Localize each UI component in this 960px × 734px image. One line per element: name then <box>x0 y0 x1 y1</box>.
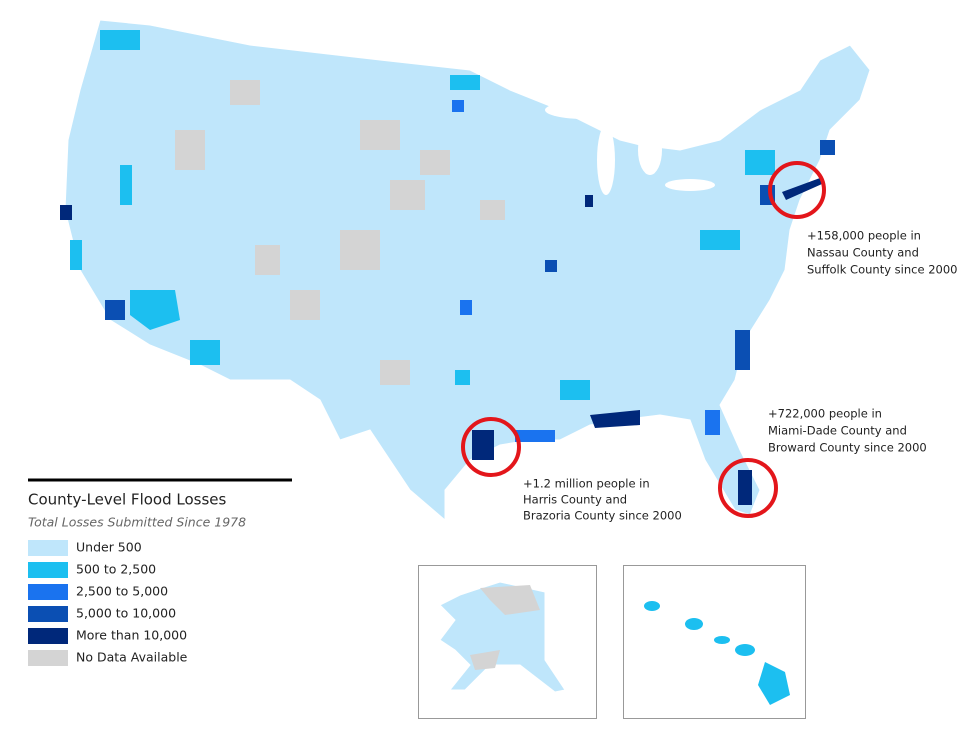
county-area <box>745 150 775 175</box>
county-area <box>700 230 740 250</box>
no-data-area <box>380 360 410 385</box>
legend-swatch <box>28 540 68 556</box>
legend-swatch <box>28 584 68 600</box>
annotation-line: Miami-Dade County and <box>768 424 907 438</box>
county-area <box>450 75 480 90</box>
legend-label: 2,500 to 5,000 <box>76 584 168 599</box>
island <box>685 618 703 630</box>
county-area <box>452 100 464 112</box>
annotation-line: Nassau County and <box>807 246 919 260</box>
no-data-area <box>175 130 205 170</box>
county-area <box>705 410 720 435</box>
lake-michigan <box>597 125 615 195</box>
county-area <box>545 260 557 272</box>
lake-huron <box>638 125 662 175</box>
legend-swatch <box>28 650 68 666</box>
county-area <box>782 178 822 200</box>
county-area <box>100 30 140 50</box>
annotation-line: +158,000 people in <box>807 229 921 243</box>
annotation: +1.2 million people in Harris County and… <box>523 477 682 523</box>
no-data-area <box>480 585 540 615</box>
annotation-line: +1.2 million people in <box>523 477 650 491</box>
contiguous-us <box>60 19 871 522</box>
highlight-circle <box>461 417 521 477</box>
highlight-circles <box>461 161 826 518</box>
no-data-area <box>230 80 260 105</box>
highlight-circle <box>768 161 826 219</box>
island <box>644 601 660 611</box>
annotation: +158,000 people in Nassau County and Suf… <box>807 229 957 277</box>
no-data-area <box>480 200 505 220</box>
county-area <box>130 290 180 330</box>
annotation-line: Broward County since 2000 <box>768 441 927 455</box>
legend-swatch <box>28 562 68 578</box>
us-landmass <box>64 19 871 522</box>
county-area <box>105 300 125 320</box>
county-area <box>738 470 752 505</box>
lake-erie <box>665 179 715 191</box>
no-data-area <box>255 245 280 275</box>
county-area <box>60 205 72 220</box>
no-data-areas <box>175 80 505 385</box>
no-data-area <box>390 180 425 210</box>
legend-label: More than 10,000 <box>76 628 187 643</box>
island <box>735 644 755 656</box>
no-data-area <box>420 150 450 175</box>
county-area <box>560 380 590 400</box>
legend-label: Under 500 <box>76 540 142 555</box>
hawaii-islands <box>644 601 790 705</box>
legend-title: County-Level Flood Losses <box>28 491 227 509</box>
county-area <box>472 430 494 460</box>
annotation: +722,000 people in Miami-Dade County and… <box>768 407 927 455</box>
hawaii-inset <box>623 565 806 719</box>
county-area <box>585 195 593 207</box>
county-area <box>190 340 220 365</box>
county-area <box>70 240 82 270</box>
annotation-line: +722,000 people in <box>768 407 882 421</box>
no-data-area <box>470 650 500 670</box>
lake-superior <box>545 101 625 119</box>
county-area <box>820 140 835 155</box>
annotation-line: Brazoria County since 2000 <box>523 509 682 523</box>
legend-label: 5,000 to 10,000 <box>76 606 176 621</box>
county-area <box>735 330 750 370</box>
highlight-circle <box>718 458 778 518</box>
legend: County-Level Flood Losses Total Losses S… <box>28 478 292 666</box>
legend-label: No Data Available <box>76 650 188 665</box>
legend-label: 500 to 2,500 <box>76 562 156 577</box>
mid-loss-areas <box>70 30 775 400</box>
annotation-line: Harris County and <box>523 493 627 507</box>
legend-swatch <box>28 628 68 644</box>
extreme-loss-areas <box>60 178 822 505</box>
annotation-line: Suffolk County since 2000 <box>807 263 957 277</box>
county-area <box>590 410 640 428</box>
county-area <box>460 300 472 315</box>
island <box>714 636 730 644</box>
county-area <box>120 165 132 205</box>
island <box>758 662 790 705</box>
alaska-inset <box>418 565 597 719</box>
legend-swatch <box>28 606 68 622</box>
legend-subtitle: Total Losses Submitted Since 1978 <box>28 515 246 530</box>
no-data-area <box>290 290 320 320</box>
no-data-area <box>340 230 380 270</box>
county-area <box>515 430 555 442</box>
high-loss-areas <box>452 100 720 442</box>
county-area <box>455 370 470 385</box>
no-data-area <box>360 120 400 150</box>
